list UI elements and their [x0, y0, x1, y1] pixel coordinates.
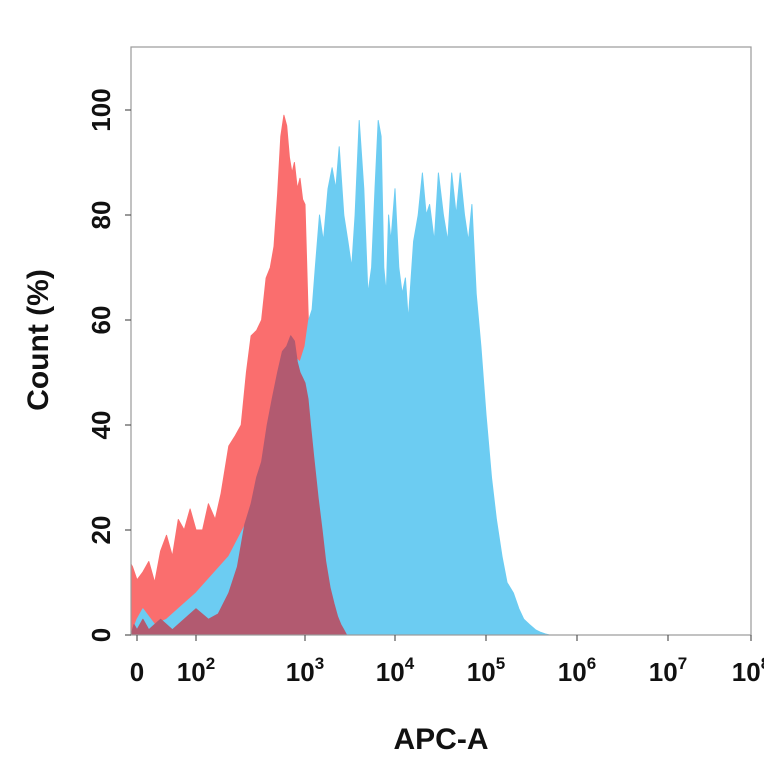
y-tick-label: 60 — [86, 306, 116, 335]
y-tick-label: 0 — [86, 628, 116, 642]
y-axis-title: Count (%) — [22, 269, 55, 411]
y-tick-label: 20 — [86, 516, 116, 545]
y-tick-label: 80 — [86, 201, 116, 230]
x-axis-title: APC-A — [394, 723, 489, 756]
x-tick-label: 107 — [649, 654, 687, 687]
x-tick-label: 102 — [177, 654, 215, 687]
x-tick-label: 105 — [467, 654, 505, 687]
x-tick-label: 103 — [286, 654, 324, 687]
x-tick-label: 104 — [376, 654, 415, 687]
x-tick-label: 0 — [130, 657, 144, 687]
plot-area — [130, 46, 752, 636]
x-tick-label: 108 — [732, 654, 764, 687]
x-tick-label: 106 — [558, 654, 596, 687]
y-tick-label: 100 — [86, 88, 116, 131]
plot-frame — [130, 46, 752, 636]
x-axis-ticks: 0 102 103 104 105 106 107 108 — [130, 635, 764, 687]
y-tick-label: 40 — [86, 411, 116, 440]
histogram-series-3 — [130, 335, 348, 636]
y-axis-ticks: 0 20 40 60 80 100 — [86, 88, 131, 642]
